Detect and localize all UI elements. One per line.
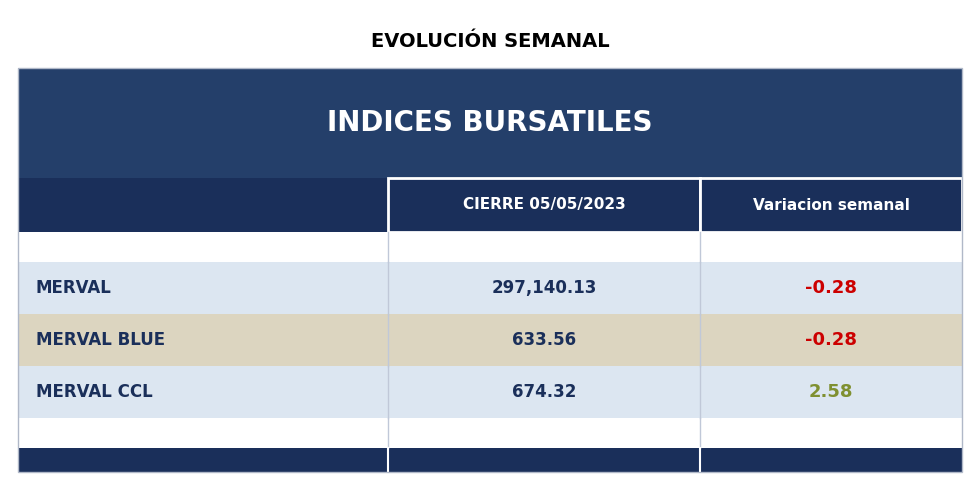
Text: MERVAL CCL: MERVAL CCL	[35, 383, 153, 401]
Text: Variacion semanal: Variacion semanal	[753, 198, 909, 212]
Text: -0.28: -0.28	[805, 331, 857, 349]
Bar	[18, 232, 962, 262]
Bar	[18, 448, 962, 472]
Text: 2.58: 2.58	[808, 383, 854, 401]
Text: MERVAL BLUE: MERVAL BLUE	[35, 331, 165, 349]
Text: 674.32: 674.32	[512, 383, 576, 401]
Text: 633.56: 633.56	[512, 331, 576, 349]
Text: 297,140.13: 297,140.13	[491, 279, 597, 297]
Text: INDICES BURSATILES: INDICES BURSATILES	[327, 109, 653, 137]
Text: EVOLUCIÓN SEMANAL: EVOLUCIÓN SEMANAL	[370, 33, 610, 51]
Text: CIERRE 05/05/2023: CIERRE 05/05/2023	[463, 198, 625, 212]
Bar	[18, 418, 962, 448]
Text: MERVAL: MERVAL	[35, 279, 112, 297]
Text: -0.28: -0.28	[805, 279, 857, 297]
